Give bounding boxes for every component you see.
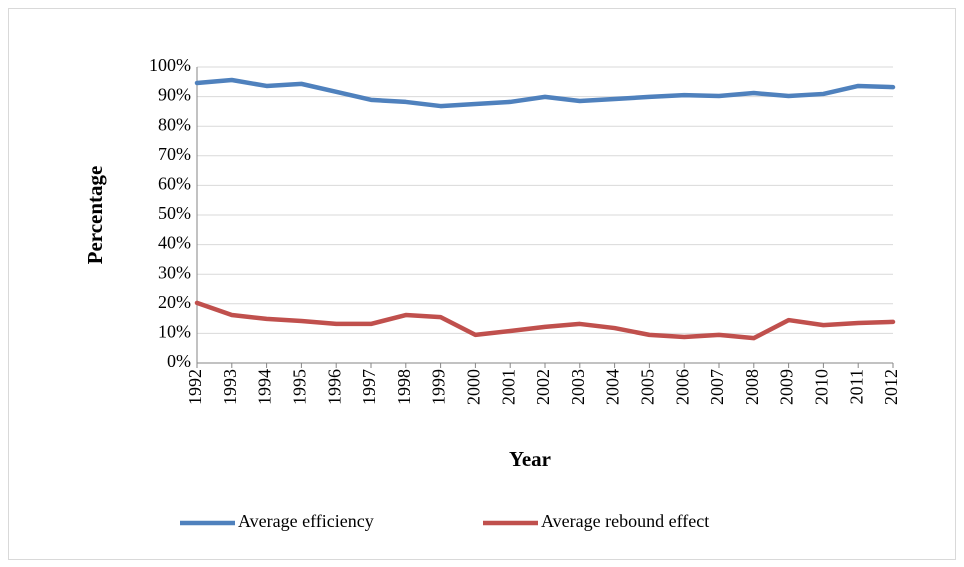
y-tick-label: 10%	[158, 322, 191, 342]
x-tick-label: 2001	[498, 369, 518, 405]
x-tick-label: 1994	[255, 369, 275, 405]
x-tick-label: 2007	[707, 369, 727, 405]
x-tick-label: 2008	[742, 369, 762, 405]
y-tick-label: 100%	[149, 55, 191, 75]
x-tick-label: 2011	[846, 369, 866, 404]
line-series	[194, 77, 896, 109]
x-tick-label: 1995	[290, 369, 310, 405]
legend-label: Average efficiency	[238, 511, 374, 531]
y-tick-label: 80%	[158, 114, 191, 134]
legend-label: Average rebound effect	[541, 511, 709, 531]
chart-frame	[8, 8, 956, 560]
x-axis-title: Year	[509, 447, 551, 471]
x-tick-label: 2012	[881, 369, 901, 405]
x-tick-label: 1993	[220, 369, 240, 405]
x-tick-label: 2003	[568, 369, 588, 405]
y-tick-label: 20%	[158, 292, 191, 312]
y-tick-label: 90%	[158, 85, 191, 105]
y-tick-label: 70%	[158, 144, 191, 164]
x-tick-label: 1999	[429, 369, 449, 405]
x-tick-label: 1992	[185, 369, 205, 405]
x-tick-label: 2002	[533, 369, 553, 405]
y-tick-label: 50%	[158, 203, 191, 223]
x-tick-label: 2004	[603, 369, 623, 405]
x-tick-label: 2009	[777, 369, 797, 405]
x-tick-label: 2006	[672, 369, 692, 405]
x-tick-label: 1998	[394, 369, 414, 405]
y-axis-title: Percentage	[83, 166, 107, 265]
y-tick-label: 60%	[158, 174, 191, 194]
x-tick-label: 1996	[324, 369, 344, 405]
x-tick-label: 2005	[638, 369, 658, 405]
y-tick-label: 40%	[158, 233, 191, 253]
x-tick-label: 1997	[359, 369, 379, 405]
line-series	[194, 300, 896, 341]
y-tick-label: 0%	[167, 351, 191, 371]
x-tick-label: 2010	[812, 369, 832, 405]
x-tick-label: 2000	[464, 369, 484, 405]
y-tick-label: 30%	[158, 262, 191, 282]
